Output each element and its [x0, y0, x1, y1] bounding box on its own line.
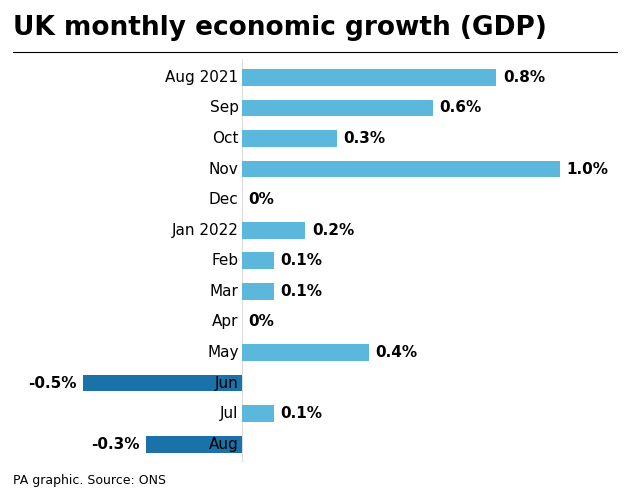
Text: 0.1%: 0.1% — [280, 284, 322, 299]
Bar — [242, 161, 560, 178]
Bar — [242, 252, 273, 269]
Text: 0%: 0% — [248, 314, 274, 329]
Text: Sep: Sep — [210, 100, 239, 116]
Text: May: May — [207, 345, 239, 360]
Text: -0.5%: -0.5% — [28, 375, 76, 391]
Bar — [242, 405, 273, 422]
Text: 0.2%: 0.2% — [312, 223, 354, 238]
Text: UK monthly economic growth (GDP): UK monthly economic growth (GDP) — [13, 15, 546, 41]
Text: 1.0%: 1.0% — [566, 161, 609, 177]
Text: Jan 2022: Jan 2022 — [172, 223, 239, 238]
Bar — [146, 436, 242, 453]
Text: Nov: Nov — [209, 161, 239, 177]
Bar — [83, 374, 242, 392]
Text: -0.3%: -0.3% — [91, 436, 140, 452]
Text: Mar: Mar — [210, 284, 239, 299]
Text: Jun: Jun — [215, 375, 239, 391]
Text: Feb: Feb — [212, 253, 239, 268]
Text: 0.4%: 0.4% — [375, 345, 418, 360]
Bar — [242, 130, 337, 147]
Text: 0.6%: 0.6% — [439, 100, 481, 116]
Text: PA graphic. Source: ONS: PA graphic. Source: ONS — [13, 474, 166, 487]
Bar — [242, 99, 433, 116]
Text: 0.8%: 0.8% — [503, 70, 545, 85]
Text: Aug: Aug — [209, 436, 239, 452]
Text: 0.1%: 0.1% — [280, 406, 322, 421]
Text: Apr: Apr — [212, 314, 239, 329]
Text: 0%: 0% — [248, 192, 274, 207]
Text: Dec: Dec — [209, 192, 239, 207]
Text: 0.3%: 0.3% — [343, 131, 386, 146]
Bar — [242, 222, 306, 239]
Bar — [242, 69, 496, 86]
Bar — [242, 283, 273, 300]
Text: Oct: Oct — [212, 131, 239, 146]
Bar — [242, 344, 369, 361]
Text: 0.1%: 0.1% — [280, 253, 322, 268]
Text: Jul: Jul — [220, 406, 239, 421]
Text: Aug 2021: Aug 2021 — [166, 70, 239, 85]
